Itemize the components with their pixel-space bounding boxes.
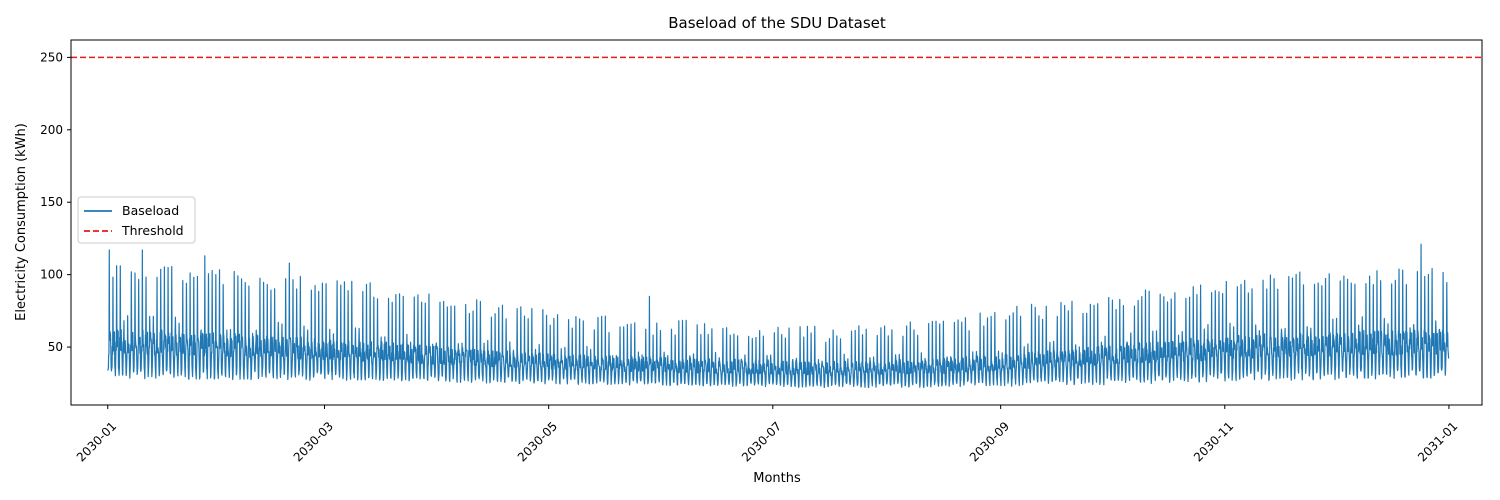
legend-label-threshold: Threshold: [121, 223, 184, 238]
y-tick-label: 150: [40, 195, 63, 209]
series-line-baseload: [107, 243, 1450, 389]
y-tick-label: 250: [40, 50, 63, 64]
plot-area: [71, 56, 1482, 389]
y-tick-label: 200: [40, 123, 63, 137]
legend-label-baseload: Baseload: [122, 203, 179, 218]
y-axis-label: Electricity Consumption (kWh): [14, 123, 29, 321]
chart-title: Baseload of the SDU Dataset: [668, 14, 886, 32]
axes-frame: [70, 39, 1483, 406]
legend: Baseload Threshold: [77, 196, 196, 244]
y-tick-label: 50: [48, 340, 63, 354]
y-tick-label: 100: [40, 268, 63, 282]
x-axis-label: Months: [753, 471, 801, 486]
y-axis: 50 100 150 200 250: [40, 50, 71, 354]
